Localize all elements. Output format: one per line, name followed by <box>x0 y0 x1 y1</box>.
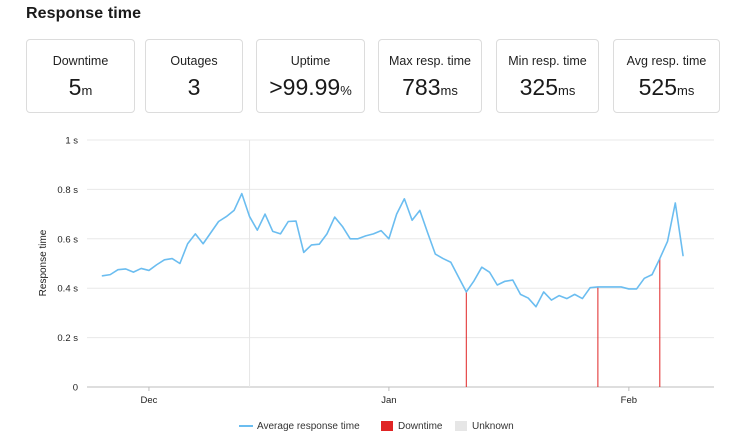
stat-value: 783ms <box>379 74 481 101</box>
stat-unit: % <box>340 83 352 98</box>
stat-unit: ms <box>677 83 695 98</box>
y-tick-label: 1 s <box>65 136 78 147</box>
y-tick-label: 0 <box>73 383 78 394</box>
stats-cards: Downtime 5m Outages 3 Uptime >99.99% Max… <box>26 39 742 115</box>
stat-label: Max resp. time <box>389 54 471 68</box>
y-tick-label: 0.8 s <box>57 185 78 196</box>
stat-value: 325ms <box>497 74 598 101</box>
legend-label: Downtime <box>398 420 443 432</box>
stat-number: 783 <box>402 74 441 100</box>
downtime-swatch-icon <box>381 421 393 431</box>
stat-number: >99.99 <box>269 74 341 100</box>
legend-item-average[interactable]: Average response time <box>239 417 360 435</box>
stat-card-uptime: Uptime >99.99% <box>256 39 365 113</box>
stat-label: Downtime <box>52 54 109 68</box>
x-tick-label: Jan <box>381 395 396 406</box>
stat-label: Avg resp. time <box>626 54 707 68</box>
y-tick-label: 0.6 s <box>57 234 78 245</box>
x-tick-label: Feb <box>621 395 637 406</box>
stat-number: 325 <box>519 74 559 100</box>
stat-card-avg-resp-time: Avg resp. time 525ms <box>613 39 720 113</box>
stat-unit: m <box>81 83 93 98</box>
stat-label: Min resp. time <box>508 54 587 68</box>
event-layer <box>249 140 661 387</box>
grid-layer <box>87 139 714 388</box>
legend-item-unknown[interactable]: Unknown <box>455 417 514 435</box>
series-line-average-response-time[interactable] <box>101 192 684 308</box>
y-axis-ticks: 0 0.2 s 0.4 s 0.6 s 0.8 s 1 s <box>57 136 78 394</box>
chart-svg: 0 0.2 s 0.4 s 0.6 s 0.8 s 1 s Dec Jan Feb Respo… <box>38 136 714 406</box>
stat-number: 5 <box>68 74 82 100</box>
response-time-chart: 0 0.2 s 0.4 s 0.6 s 0.8 s 1 s Dec Jan Feb Respo… <box>0 125 750 441</box>
stat-label: Outages <box>170 54 218 68</box>
chart-legend: Average response time Downtime Unknown <box>0 417 750 435</box>
stat-value: 5m <box>27 74 134 101</box>
stat-number: 525 <box>638 74 678 100</box>
stat-card-downtime: Downtime 5m <box>26 39 135 113</box>
stat-card-min-resp-time: Min resp. time 325ms <box>496 39 599 113</box>
y-axis-label: Response time <box>38 229 49 296</box>
legend-label: Unknown <box>472 420 514 432</box>
x-tick-label: Dec <box>140 395 157 406</box>
x-axis-ticks: Dec Jan Feb <box>140 387 637 406</box>
stat-card-max-resp-time: Max resp. time 783ms <box>378 39 482 113</box>
stat-label: Uptime <box>290 54 331 68</box>
page-title: Response time <box>26 5 142 22</box>
stat-value: 3 <box>146 74 242 101</box>
stat-unit: ms <box>558 83 576 98</box>
legend-label: Average response time <box>257 420 360 432</box>
stat-number: 3 <box>187 74 201 100</box>
stat-value: 525ms <box>614 74 719 101</box>
line-swatch-icon <box>239 425 253 427</box>
line-layer <box>101 192 684 308</box>
stat-unit: ms <box>440 83 458 98</box>
legend-item-downtime[interactable]: Downtime <box>381 417 442 435</box>
stat-value: >99.99% <box>257 74 364 101</box>
y-tick-label: 0.2 s <box>57 333 78 344</box>
stat-card-outages: Outages 3 <box>145 39 243 113</box>
y-tick-label: 0.4 s <box>57 284 78 295</box>
unknown-swatch-icon <box>455 421 467 431</box>
